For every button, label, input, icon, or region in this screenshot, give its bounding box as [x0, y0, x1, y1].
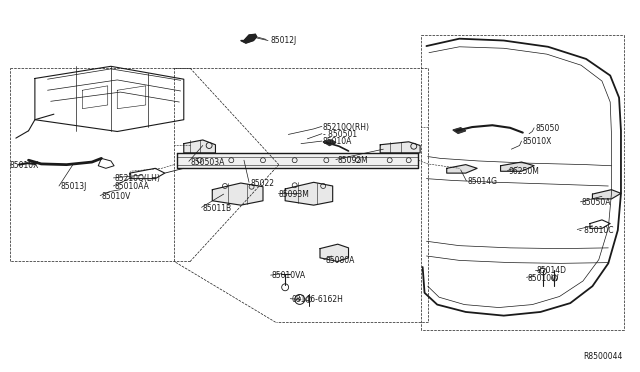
Text: 85210Q(RH): 85210Q(RH): [323, 123, 369, 132]
Polygon shape: [453, 128, 466, 133]
Text: 85010VA: 85010VA: [272, 271, 306, 280]
Polygon shape: [320, 244, 349, 262]
Text: 85010A: 85010A: [323, 137, 352, 146]
Polygon shape: [177, 153, 418, 168]
Text: 85010AA: 85010AA: [115, 182, 150, 191]
Text: 85050: 85050: [536, 124, 559, 134]
Text: 85012J: 85012J: [271, 36, 297, 45]
Text: 85013J: 85013J: [60, 182, 86, 191]
Text: R8500044: R8500044: [584, 352, 623, 360]
Text: 85022: 85022: [250, 179, 275, 187]
Polygon shape: [285, 182, 333, 205]
Text: 85014G: 85014G: [468, 177, 498, 186]
Text: 85080A: 85080A: [325, 256, 355, 265]
Text: 96250M: 96250M: [509, 167, 540, 176]
Polygon shape: [212, 183, 263, 205]
Polygon shape: [593, 190, 621, 199]
Text: 85010V: 85010V: [101, 192, 131, 201]
Text: - 850501: - 850501: [323, 129, 356, 139]
Text: 85010X: 85010X: [10, 161, 39, 170]
Text: 85011B: 85011B: [203, 203, 232, 212]
Text: 850503A: 850503A: [190, 158, 225, 167]
Polygon shape: [380, 142, 420, 153]
Text: - 85010C: - 85010C: [579, 226, 613, 235]
Text: 85093M: 85093M: [279, 190, 310, 199]
Text: 85010X: 85010X: [523, 137, 552, 146]
Polygon shape: [500, 162, 534, 171]
Text: 85010W: 85010W: [528, 273, 559, 283]
Text: 85210Q(LH): 85210Q(LH): [115, 174, 161, 183]
Text: 85050A: 85050A: [582, 198, 611, 207]
Polygon shape: [447, 165, 477, 173]
Text: 85014D: 85014D: [537, 266, 566, 275]
Text: 2: 2: [298, 297, 301, 302]
Polygon shape: [184, 140, 216, 153]
Polygon shape: [323, 140, 336, 145]
Text: 85092M: 85092M: [337, 156, 368, 165]
Polygon shape: [241, 34, 257, 43]
Text: 08146-6162H: 08146-6162H: [291, 295, 344, 304]
